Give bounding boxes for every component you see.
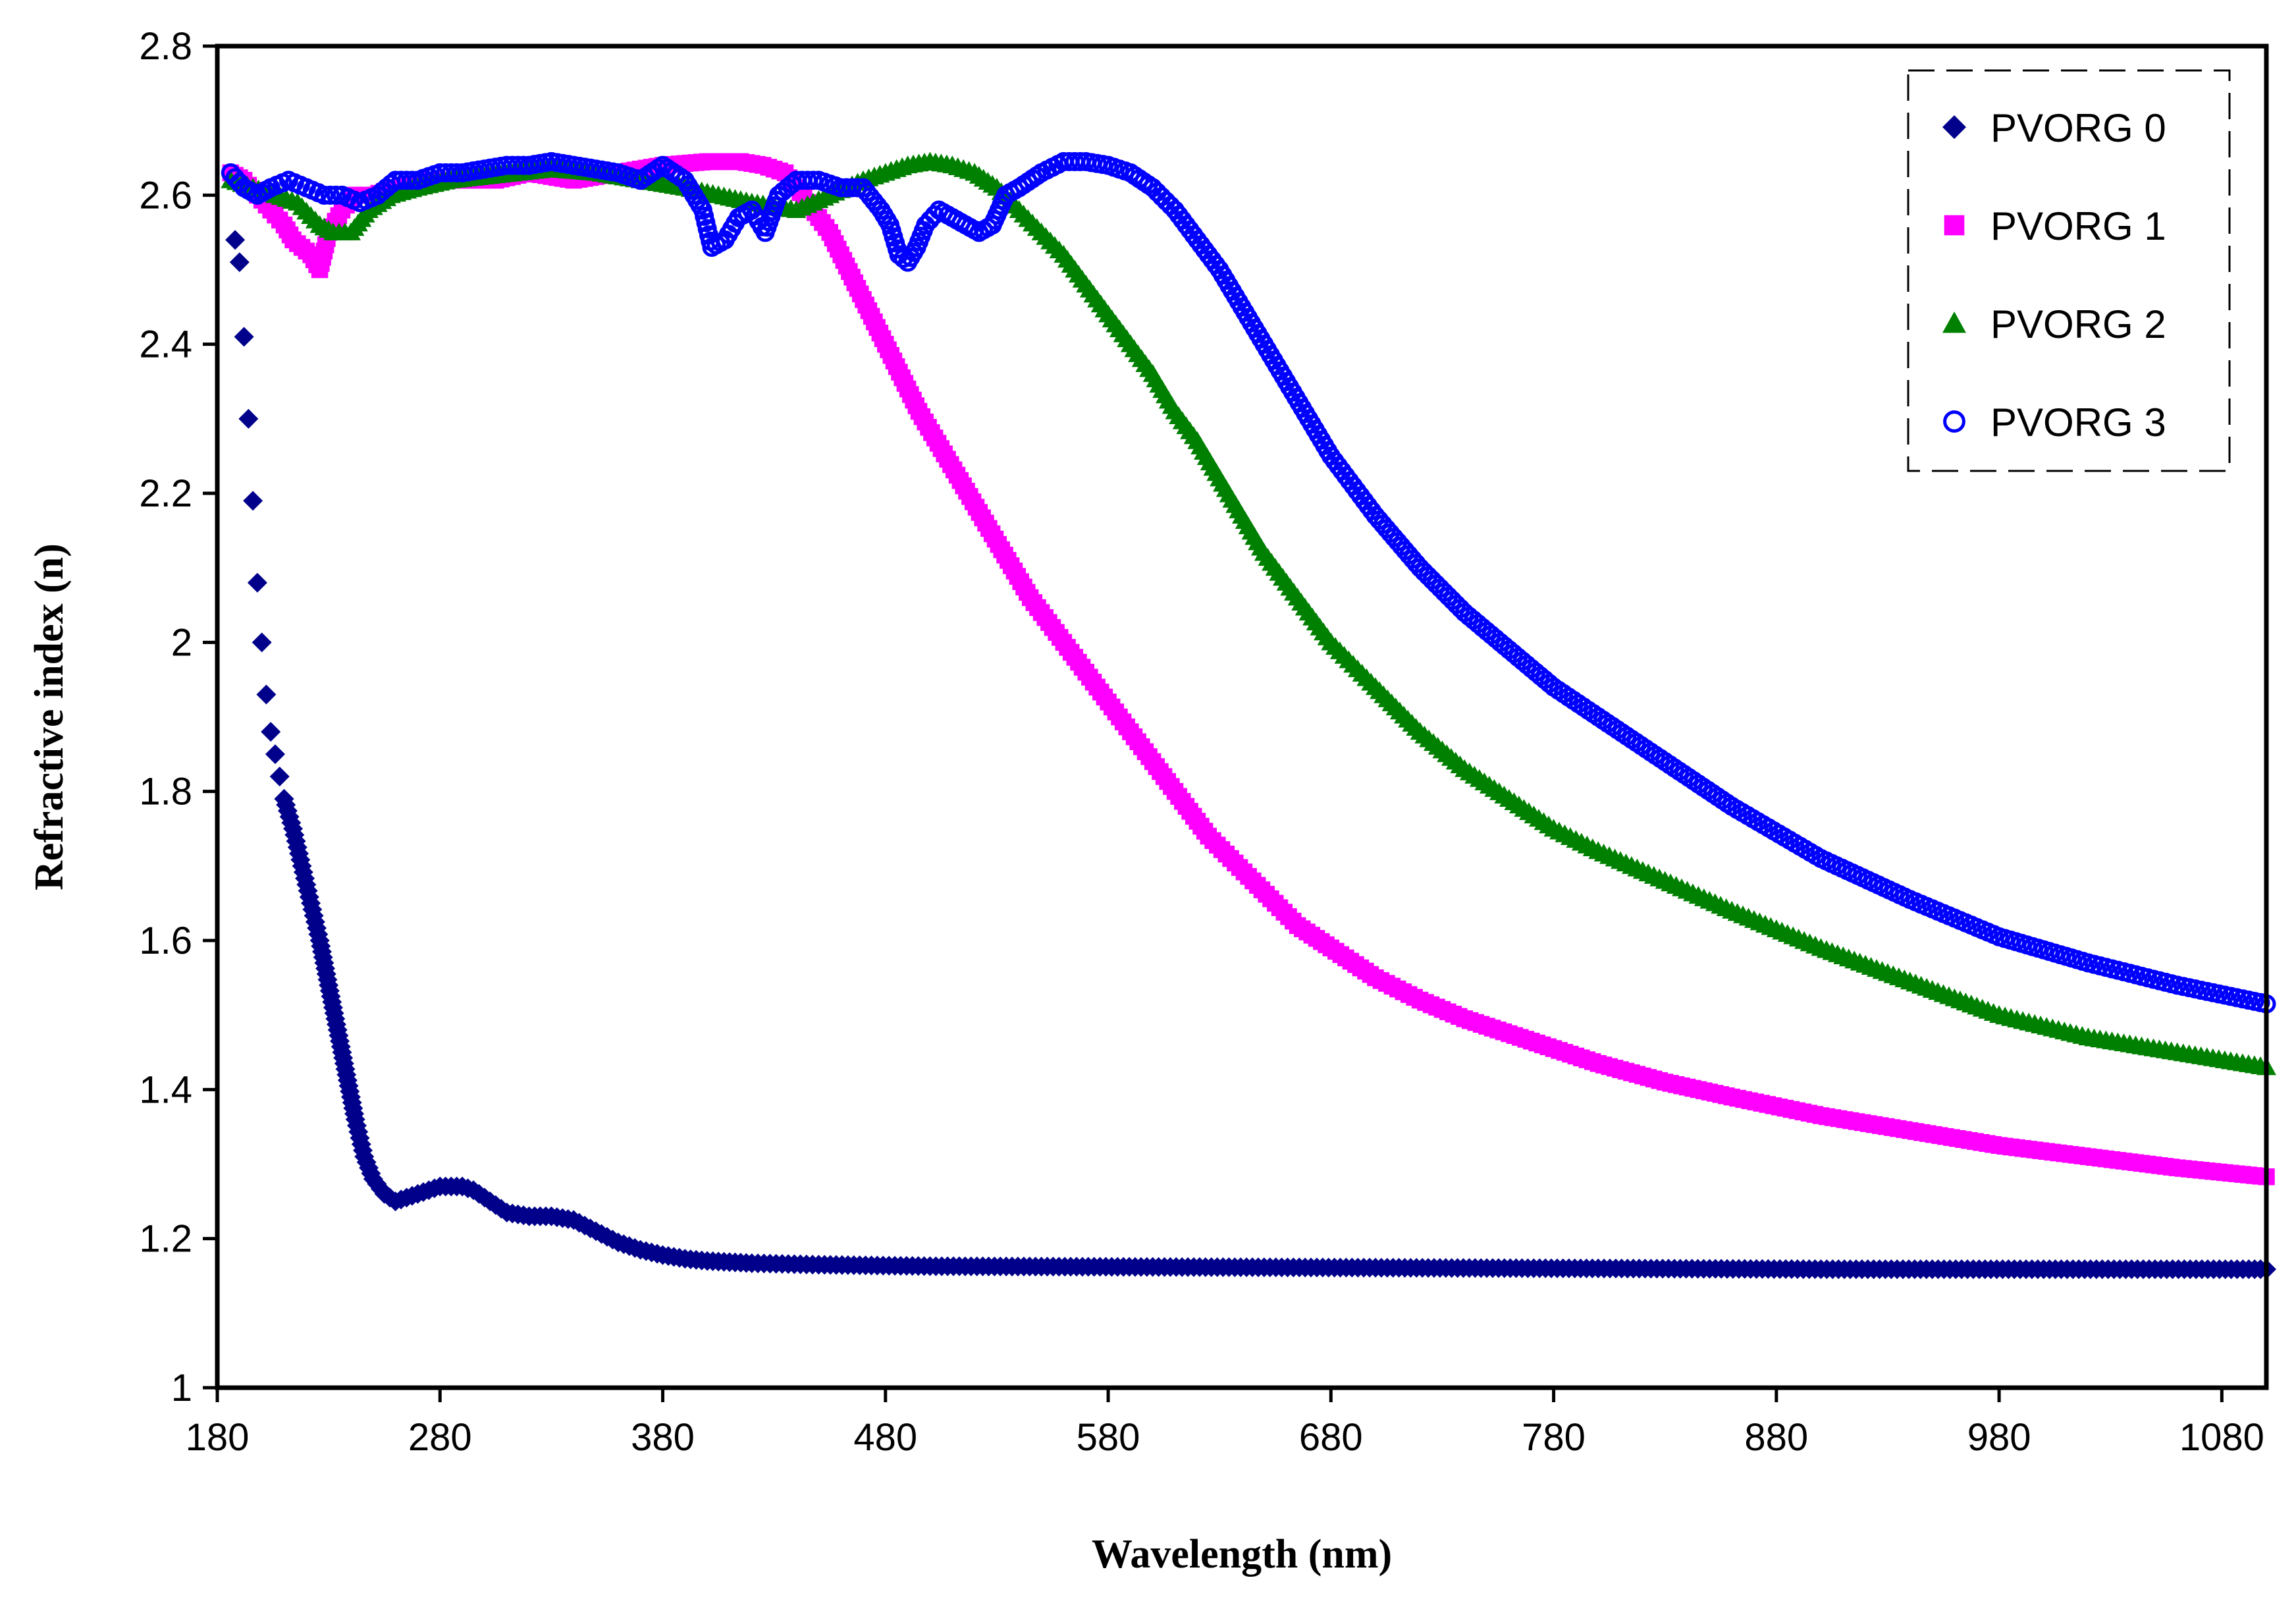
y-tick-label: 1.6 bbox=[139, 919, 192, 962]
y-tick-label: 1.2 bbox=[139, 1218, 192, 1261]
x-tick-label: 280 bbox=[408, 1416, 472, 1459]
legend-label: PVORG 0 bbox=[1990, 106, 2166, 150]
data-point bbox=[225, 230, 246, 250]
plot-area-frame bbox=[215, 43, 2269, 1390]
legend-label: PVORG 1 bbox=[1990, 204, 2166, 248]
x-tick-label: 680 bbox=[1299, 1416, 1363, 1459]
data-point bbox=[402, 171, 422, 190]
x-axis-title: Wavelength (nm) bbox=[1092, 1532, 1392, 1577]
y-tick-label: 2.8 bbox=[139, 25, 192, 68]
data-point bbox=[256, 684, 277, 705]
data-point bbox=[243, 491, 263, 511]
data-point bbox=[803, 171, 823, 190]
y-tick-label: 1 bbox=[171, 1367, 192, 1409]
data-point bbox=[238, 408, 259, 429]
y-axis-title: Refractive index (n) bbox=[27, 543, 72, 890]
legend-item: PVORG 3 bbox=[1943, 400, 2166, 445]
x-tick-label: 580 bbox=[1077, 1416, 1140, 1459]
legend-label: PVORG 2 bbox=[1990, 302, 2166, 346]
legend-marker-triangle-icon bbox=[1942, 312, 1966, 333]
y-tick-label: 2 bbox=[171, 621, 192, 664]
legend-marker-circle-icon bbox=[1943, 410, 1965, 433]
data-point bbox=[924, 205, 944, 225]
legend-label: PVORG 3 bbox=[1990, 400, 2166, 445]
data-point bbox=[265, 744, 285, 765]
legend-marker-square-icon bbox=[1944, 215, 1965, 236]
legend-item: PVORG 0 bbox=[1942, 106, 2166, 150]
series-layer bbox=[221, 151, 2276, 1280]
y-tick-label: 1.8 bbox=[139, 771, 192, 813]
data-point bbox=[848, 178, 867, 198]
legend-item: PVORG 1 bbox=[1944, 204, 2166, 248]
x-tick-label: 980 bbox=[1967, 1416, 2031, 1459]
series-pvorg-3 bbox=[221, 151, 2276, 1014]
x-tick-label: 780 bbox=[1522, 1416, 1586, 1459]
series-pvorg-0 bbox=[225, 230, 2276, 1280]
y-tick-label: 2.6 bbox=[139, 174, 192, 217]
series-pvorg-2 bbox=[221, 151, 2276, 1076]
data-point bbox=[234, 327, 254, 347]
x-tick-label: 180 bbox=[186, 1416, 250, 1459]
data-point bbox=[229, 252, 250, 273]
data-point bbox=[314, 185, 334, 205]
legend-item: PVORG 2 bbox=[1942, 302, 2166, 346]
series-pvorg-1 bbox=[222, 153, 2275, 1186]
x-tick-label: 480 bbox=[853, 1416, 917, 1459]
x-tick-label: 1080 bbox=[2179, 1416, 2264, 1459]
data-point bbox=[261, 722, 281, 742]
axis-layer: 180 280 380 480 580 680 780 880 980 1080 1 1.2 1.4 1.… bbox=[139, 25, 2264, 1459]
data-point bbox=[320, 185, 340, 205]
data-point bbox=[269, 767, 290, 787]
y-tick-label: 1.4 bbox=[139, 1068, 192, 1111]
y-tick-label: 2.2 bbox=[139, 472, 192, 515]
legend: PVORG 0 PVORG 1 PVORG 2 PVORG 3 bbox=[1907, 69, 2231, 472]
data-point bbox=[252, 632, 272, 653]
y-tick-label: 2.4 bbox=[139, 323, 192, 366]
legend-box bbox=[1907, 69, 2231, 472]
data-point bbox=[326, 185, 346, 205]
x-tick-label: 880 bbox=[1744, 1416, 1808, 1459]
data-point bbox=[247, 572, 267, 593]
x-tick-label: 380 bbox=[631, 1416, 695, 1459]
legend-marker-diamond-icon bbox=[1942, 115, 1966, 139]
